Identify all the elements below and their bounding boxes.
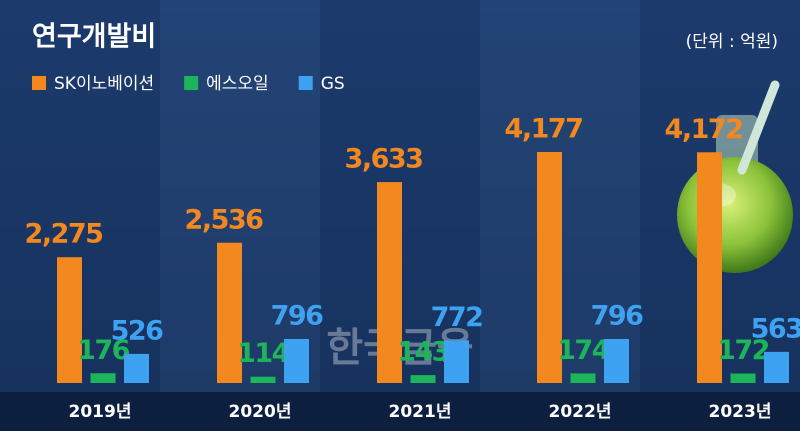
value-label: 4,172 — [665, 114, 743, 145]
bar — [537, 152, 562, 383]
chart-subtitle: (단위 : 억원) — [686, 32, 778, 52]
legend-label: SK이노베이션 — [54, 74, 154, 94]
value-label: 526 — [111, 315, 164, 346]
bar — [410, 375, 436, 383]
value-label: 174 — [557, 335, 610, 366]
x-tick-label: 2023년 — [709, 402, 772, 422]
legend-swatch — [184, 76, 199, 90]
value-label: 3,633 — [345, 144, 423, 175]
bar — [377, 182, 402, 383]
x-tick-label: 2021년 — [389, 402, 452, 422]
value-label: 114 — [237, 338, 290, 369]
axis-band — [0, 392, 800, 431]
legend-swatch — [32, 76, 46, 90]
bar — [697, 152, 722, 383]
value-label: 172 — [717, 335, 769, 366]
value-label: 796 — [271, 300, 324, 331]
legend-label: GS — [321, 74, 345, 94]
bar — [730, 373, 756, 383]
value-label: 176 — [77, 335, 130, 366]
bar — [764, 351, 789, 383]
bar — [570, 373, 596, 383]
legend-swatch — [298, 76, 313, 90]
value-label: 4,177 — [505, 114, 583, 145]
bar — [90, 373, 116, 383]
x-tick-label: 2020년 — [229, 402, 292, 422]
bar — [284, 338, 309, 383]
value-label: 563 — [751, 313, 800, 344]
bar — [604, 338, 629, 383]
x-tick-label: 2019년 — [69, 402, 132, 422]
x-tick-label: 2022년 — [549, 402, 612, 422]
chart-title: 연구개발비 — [32, 22, 156, 53]
value-label: 796 — [591, 300, 644, 331]
bar — [57, 257, 82, 383]
value-label: 772 — [431, 302, 483, 333]
value-label: 2,275 — [25, 219, 103, 250]
legend-label: 에스오일 — [206, 74, 269, 94]
bar — [250, 376, 276, 383]
bar — [217, 242, 242, 383]
value-label: 2,536 — [185, 204, 264, 235]
bar — [124, 353, 149, 383]
value-label: 143 — [397, 337, 449, 368]
bar — [444, 340, 469, 383]
